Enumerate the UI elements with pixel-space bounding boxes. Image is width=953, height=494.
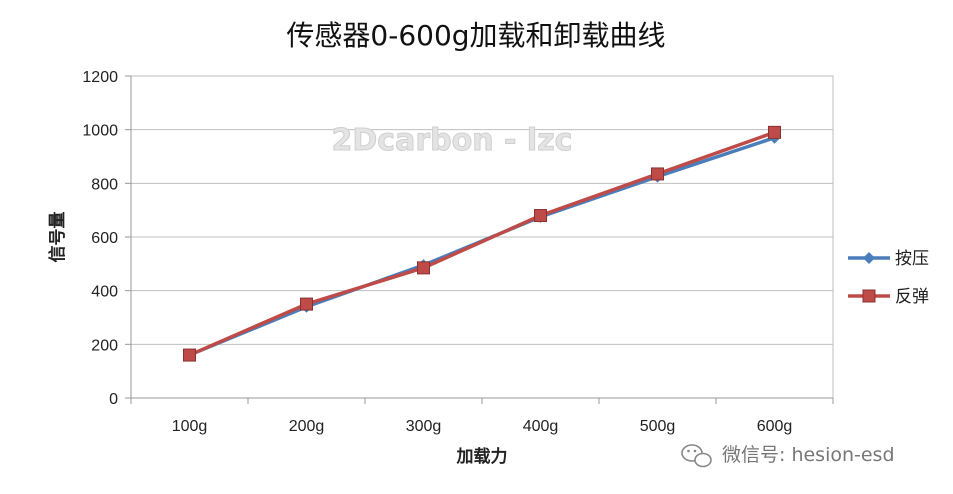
series-line-1 (188, 136, 776, 357)
series-layer (183, 125, 781, 362)
series-point-2 (183, 348, 196, 362)
y-tick-label: 1000 (82, 123, 118, 140)
series-point-2 (768, 125, 781, 139)
x-tick-label: 300g (406, 418, 442, 435)
legend-label-1: 按压 (895, 249, 929, 269)
series-line-2 (188, 130, 776, 357)
chart-title: 传感器0-600g加载和卸载曲线 (286, 19, 665, 52)
axis-layer: 0 200 400 600 800 1000 1200 100g 200g 300g 400g 500… (82, 69, 834, 435)
legend-marker-2 (862, 289, 876, 303)
watermark-text: 2Dcarbon - lzc (332, 123, 573, 158)
series-point-2 (300, 297, 313, 311)
y-tick-label: 800 (91, 176, 118, 193)
y-axis-label: 信号量 (47, 212, 68, 263)
wechat-icon (681, 444, 712, 468)
x-tick-label: 200g (289, 418, 325, 435)
x-axis-label: 加载力 (456, 446, 508, 467)
x-tick-label: 400g (523, 418, 559, 435)
y-tick-label: 200 (91, 337, 118, 354)
series-point-2 (651, 167, 664, 181)
x-tick-label: 100g (172, 418, 208, 435)
y-tick-label: 0 (109, 391, 118, 408)
wechat-id-text: 微信号: hesion-esd (722, 444, 895, 466)
y-tick-label: 1200 (82, 69, 118, 86)
x-tick-label: 600g (757, 418, 793, 435)
legend-marker-1 (863, 252, 875, 264)
series-point-2 (534, 209, 547, 223)
wechat-mark: 微信号: hesion-esd (681, 444, 895, 468)
series-point-2 (417, 261, 430, 275)
x-tick-label: 500g (640, 418, 676, 435)
y-tick-label: 600 (91, 230, 118, 247)
legend-label-2: 反弹 (895, 287, 929, 307)
y-tick-label: 400 (91, 284, 118, 301)
